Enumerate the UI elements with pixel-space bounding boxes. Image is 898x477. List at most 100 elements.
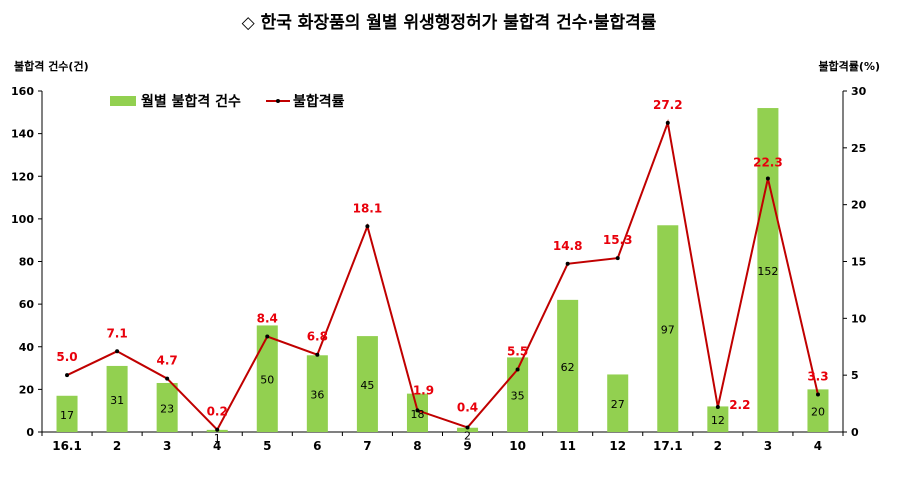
rate-point — [65, 373, 70, 378]
x-tick-label: 9 — [463, 439, 471, 453]
bar — [557, 299, 579, 432]
rate-point — [715, 404, 720, 409]
rate-value-label: 4.7 — [157, 354, 178, 368]
line-series — [65, 119, 820, 432]
right-tick-label: 25 — [851, 142, 866, 155]
rate-point — [265, 334, 270, 339]
bar-value-label: 97 — [661, 324, 675, 337]
rate-point — [465, 425, 470, 430]
right-tick-label: 30 — [851, 85, 867, 98]
x-tick-label: 2 — [113, 439, 121, 453]
bar — [757, 108, 779, 433]
bar-value-label: 31 — [110, 394, 124, 407]
x-tick-label: 16.1 — [52, 439, 82, 453]
x-tick-label: 8 — [413, 439, 421, 453]
data-labels: 17 31 23 1 50 36 45 18 2 35 62 27 97 12 152 20 5.0 7.1 4.7… — [56, 98, 828, 445]
bar-value-label: 2 — [464, 430, 471, 443]
legend-line-label: 불합격률 — [293, 93, 345, 110]
bar-value-label: 35 — [511, 390, 525, 403]
bar — [607, 374, 629, 432]
rate-value-label: 8.4 — [257, 312, 278, 326]
left-tick-label: 120 — [11, 170, 34, 183]
right-tick-label: 20 — [851, 199, 867, 212]
x-tick-label: 2 — [714, 439, 722, 453]
legend-line-marker — [276, 99, 280, 103]
right-tick-label: 10 — [851, 312, 867, 325]
bar — [256, 325, 278, 432]
rate-value-label: 27.2 — [653, 98, 683, 112]
x-tick-label: 12 — [609, 439, 626, 453]
rate-value-label: 15.3 — [603, 233, 633, 247]
rate-value-label: 1.9 — [413, 383, 434, 397]
x-tick-label: 17.1 — [653, 439, 683, 453]
chart-title: ◇ 한국 화장품의 월별 위생행정허가 불합격 건수·불합격률 — [241, 13, 657, 33]
bar — [707, 406, 729, 432]
x-tick-label: 3 — [764, 439, 772, 453]
bar-value-label: 17 — [60, 409, 74, 422]
bar — [156, 382, 178, 432]
left-tick-label: 160 — [11, 85, 34, 98]
rate-point — [515, 367, 520, 372]
right-tick-label: 0 — [851, 426, 859, 439]
bar — [56, 395, 78, 432]
rate-point — [115, 349, 120, 354]
rate-point — [165, 376, 170, 381]
rate-point — [565, 261, 570, 266]
rate-value-label: 18.1 — [353, 201, 383, 215]
left-tick-label: 140 — [11, 128, 34, 141]
x-tick-label: 7 — [363, 439, 371, 453]
bar — [807, 389, 829, 432]
legend: 월별 불합격 건수 불합격률 — [110, 93, 345, 110]
rate-value-label: 2.2 — [729, 398, 750, 412]
rate-point — [815, 392, 820, 397]
x-tick-label: 5 — [263, 439, 271, 453]
bar-value-label: 152 — [757, 265, 778, 278]
x-tick-label: 4 — [814, 439, 822, 453]
bar — [106, 365, 128, 432]
rate-value-label: 3.3 — [807, 369, 828, 383]
right-axis-title: 불합격률(%) — [818, 60, 880, 73]
left-tick-label: 80 — [19, 256, 35, 269]
bar-value-label: 50 — [260, 374, 274, 387]
left-axis-title: 불합격 건수(건) — [14, 60, 89, 73]
rate-value-label: 5.0 — [56, 350, 77, 364]
left-tick-label: 60 — [19, 298, 35, 311]
rate-value-label: 22.3 — [753, 156, 783, 170]
rate-line — [66, 119, 819, 432]
bar-value-label: 62 — [561, 361, 575, 374]
left-tick-label: 40 — [19, 341, 35, 354]
rate-value-label: 0.4 — [457, 400, 478, 414]
left-tick-label: 0 — [26, 426, 34, 439]
legend-bar-label: 월별 불합격 건수 — [141, 93, 241, 110]
bar-value-label: 45 — [360, 379, 374, 392]
x-tick-label: 3 — [163, 439, 171, 453]
left-tick-label: 100 — [11, 213, 34, 226]
bar — [306, 355, 328, 432]
rate-value-label: 7.1 — [106, 326, 127, 340]
left-tick-label: 20 — [19, 383, 35, 396]
rate-point — [615, 256, 620, 261]
x-tick-label: 4 — [213, 439, 221, 453]
bar-series — [56, 108, 829, 433]
rate-value-label: 6.8 — [307, 330, 328, 344]
legend-bar-swatch — [110, 96, 136, 106]
bar — [406, 393, 428, 432]
rate-value-label: 5.5 — [507, 344, 528, 358]
bar-value-label: 36 — [310, 389, 324, 402]
bar-value-label: 12 — [711, 414, 725, 427]
bar — [356, 336, 378, 432]
bar-value-label: 18 — [410, 408, 424, 421]
x-tick-label: 11 — [559, 439, 576, 453]
bar-value-label: 23 — [160, 402, 174, 415]
rate-point — [765, 176, 770, 181]
x-tick-label: 10 — [509, 439, 526, 453]
rate-point — [215, 427, 220, 432]
rate-point — [365, 224, 370, 229]
rate-point — [415, 408, 420, 413]
x-tick-label: 6 — [313, 439, 321, 453]
right-tick-label: 15 — [851, 256, 866, 269]
rate-value-label: 14.8 — [553, 239, 583, 253]
bar-value-label: 20 — [811, 406, 825, 419]
